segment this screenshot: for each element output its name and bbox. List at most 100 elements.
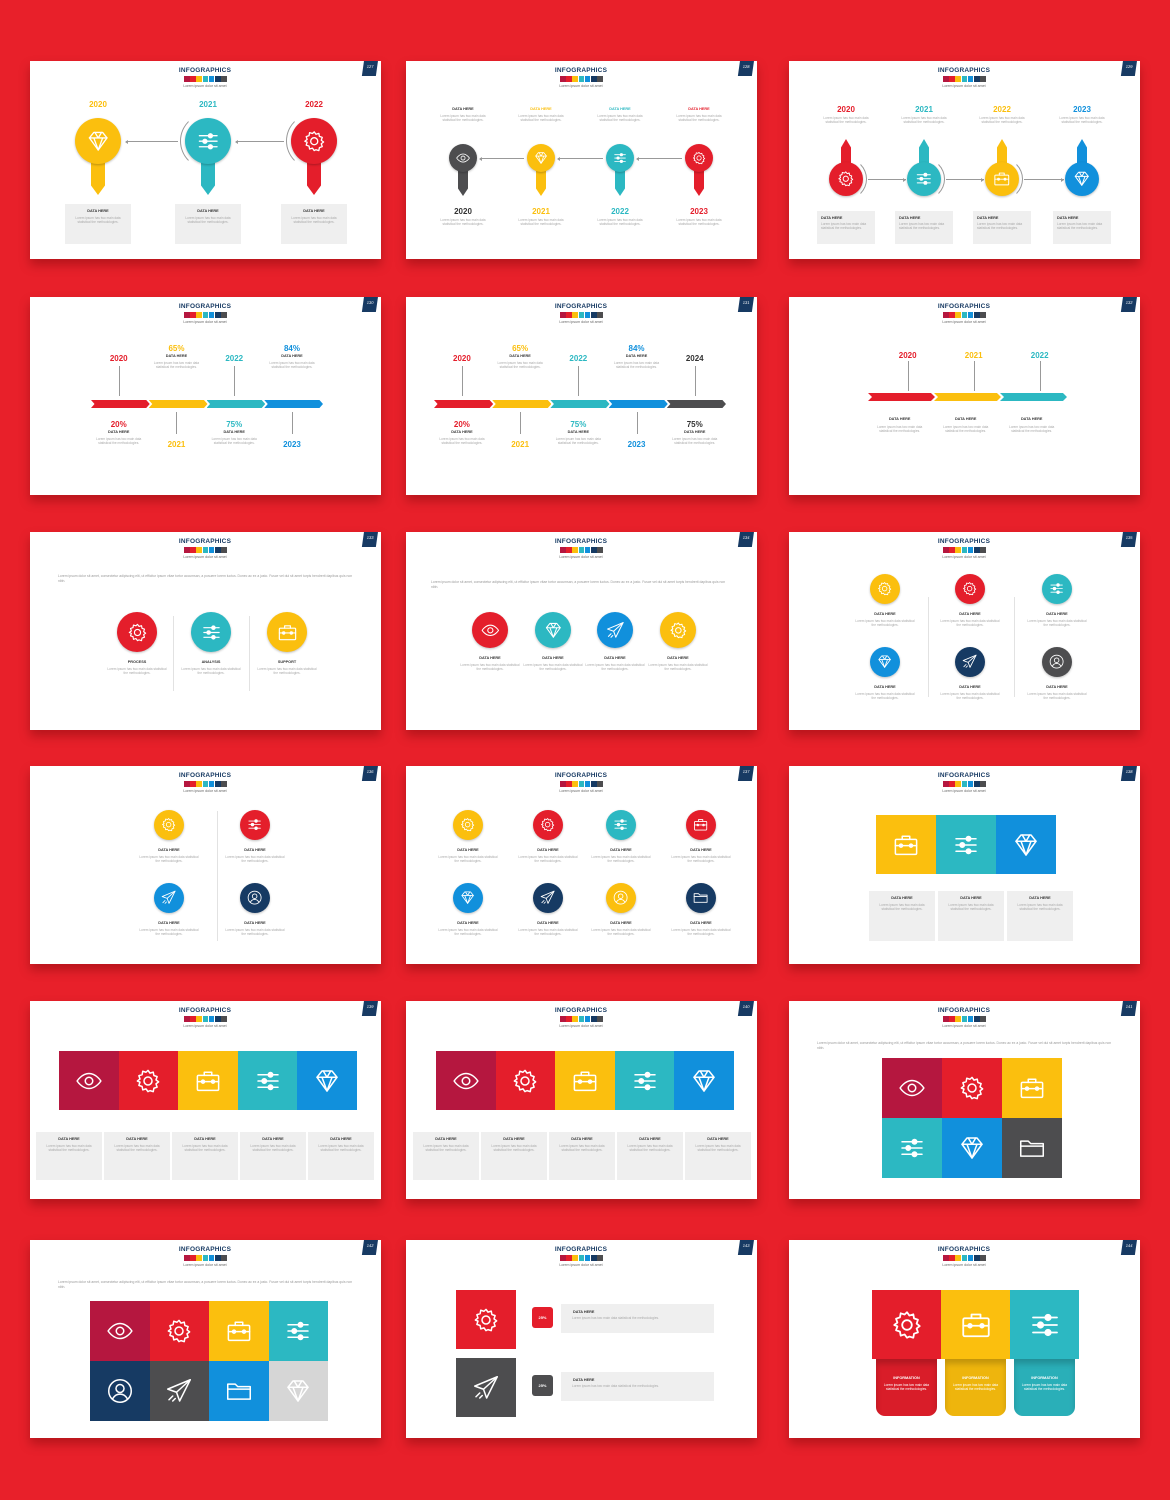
- data-label: DATA HERE: [821, 216, 843, 220]
- color-swatch-yellow: [955, 781, 961, 787]
- color-swatch-teal: [961, 312, 968, 318]
- year-label: 2020: [898, 351, 917, 360]
- timeline-segment: [434, 400, 494, 408]
- data-label: DATA HERE: [194, 1137, 216, 1141]
- color-swatch-navy: [215, 547, 221, 553]
- color-swatch-gray: [980, 1016, 986, 1022]
- slide-138[interactable]: INFOGRAPHICS Lorem ipsum dolor sit amet 13…: [789, 766, 1140, 964]
- color-swatch-crimson: [184, 312, 190, 318]
- arrow-head: [235, 139, 238, 144]
- color-swatch-yellow: [196, 76, 202, 82]
- item-label: DATA HERE: [457, 848, 479, 852]
- slide-number-badge: 131: [737, 297, 755, 312]
- data-description: Lorem ipsum has two main data statistica…: [555, 437, 601, 446]
- data-box: [281, 204, 347, 244]
- slide-137[interactable]: INFOGRAPHICS Lorem ipsum dolor sit amet 13…: [406, 766, 757, 964]
- slide-136[interactable]: INFOGRAPHICS Lorem ipsum dolor sit amet 13…: [30, 766, 381, 964]
- color-swatch-navy: [591, 547, 597, 553]
- item-label: DATA HERE: [1046, 685, 1068, 689]
- item-label: DATA HERE: [457, 921, 479, 925]
- data-box: [1007, 891, 1073, 941]
- icon-tile: [90, 1301, 150, 1361]
- user-icon: [105, 1376, 135, 1406]
- color-swatch-crimson: [560, 1255, 566, 1261]
- color-swatch-blue: [584, 1016, 591, 1022]
- data-box: [973, 211, 1031, 244]
- slide-134[interactable]: INFOGRAPHICS Lorem ipsum dolor sit amet 13…: [406, 532, 757, 730]
- item-label: DATA HERE: [158, 848, 180, 852]
- icon-circle: [291, 118, 337, 164]
- bracket-arc: [825, 158, 867, 200]
- color-swatch-teal: [202, 781, 209, 787]
- data-label: DATA HERE: [197, 209, 219, 213]
- info-tab: [1014, 1358, 1075, 1416]
- data-description: Lorem ipsum has two main data statistica…: [518, 114, 564, 123]
- color-swatch-red: [190, 312, 196, 318]
- item-label: DATA HERE: [874, 612, 896, 616]
- slide-132[interactable]: INFOGRAPHICS Lorem ipsum dolor sit amet 13…: [789, 297, 1140, 495]
- item-label: DATA HERE: [690, 848, 712, 852]
- icon-circle: [240, 883, 270, 913]
- slide-128[interactable]: INFOGRAPHICS Lorem ipsum dolor sit amet 12…: [406, 61, 757, 259]
- bracket-arc: [903, 158, 945, 200]
- data-description: Lorem ipsum has two main data statistica…: [182, 1144, 228, 1153]
- connector-line: [236, 141, 284, 142]
- year-label: 2022: [1030, 351, 1049, 360]
- color-swatch-teal: [202, 312, 209, 318]
- color-swatch-gray: [597, 312, 603, 318]
- pin-stem: [536, 166, 546, 196]
- user-icon: [612, 889, 629, 906]
- slide-129[interactable]: INFOGRAPHICS Lorem ipsum dolor sit amet 12…: [789, 61, 1140, 259]
- color-swatch-crimson: [560, 781, 566, 787]
- slide-139[interactable]: INFOGRAPHICS Lorem ipsum dolor sit amet 13…: [30, 1001, 381, 1199]
- slide-142[interactable]: INFOGRAPHICS Lorem ipsum dolor sit amet 14…: [30, 1240, 381, 1438]
- color-swatch-gray: [597, 547, 603, 553]
- slide-title: INFOGRAPHICS: [554, 1007, 608, 1014]
- briefcase-icon: [570, 1066, 600, 1096]
- slide-127[interactable]: INFOGRAPHICS Lorem ipsum dolor sit amet 12…: [30, 61, 381, 259]
- icon-tile: [149, 1361, 209, 1421]
- slide-number-badge: 137: [737, 766, 755, 781]
- slide-130[interactable]: INFOGRAPHICS Lorem ipsum dolor sit amet 13…: [30, 297, 381, 495]
- sliders-icon: [200, 621, 223, 644]
- slide-133[interactable]: INFOGRAPHICS Lorem ipsum dolor sit amet 13…: [30, 532, 381, 730]
- eye-icon: [897, 1073, 927, 1103]
- color-swatch-gray: [221, 312, 227, 318]
- gear-icon: [539, 816, 556, 833]
- pin-stem: [201, 157, 215, 195]
- diamond-icon: [689, 1066, 719, 1096]
- item-description: Lorem ipsum has two main data statistica…: [591, 928, 651, 937]
- connector-line: [249, 616, 250, 691]
- slide-title: INFOGRAPHICS: [937, 1007, 991, 1014]
- pin-stem: [1077, 139, 1087, 173]
- data-box: [104, 1132, 170, 1180]
- sliders-icon: [246, 816, 263, 833]
- slide-144[interactable]: INFOGRAPHICS Lorem ipsum dolor sit amet 14…: [789, 1240, 1140, 1438]
- slide-title: INFOGRAPHICS: [937, 772, 991, 779]
- data-box: [481, 1132, 547, 1180]
- eye-icon: [451, 1066, 481, 1096]
- color-swatch-red: [949, 1016, 955, 1022]
- data-description: Lorem ipsum has two main data statistica…: [1057, 222, 1103, 231]
- data-label: DATA HERE: [262, 1137, 284, 1141]
- icon-circle: [829, 162, 863, 196]
- color-swatch-teal: [961, 1255, 968, 1261]
- folder-icon: [1017, 1133, 1047, 1163]
- slide-140[interactable]: INFOGRAPHICS Lorem ipsum dolor sit amet 14…: [406, 1001, 757, 1199]
- slide-141[interactable]: INFOGRAPHICS Lorem ipsum dolor sit amet 14…: [789, 1001, 1140, 1199]
- slide-135[interactable]: INFOGRAPHICS Lorem ipsum dolor sit amet 13…: [789, 532, 1140, 730]
- data-description: Lorem ipsum has two main data statistica…: [318, 1144, 364, 1153]
- year-label: 2020: [837, 105, 855, 114]
- slide-title: INFOGRAPHICS: [178, 1007, 232, 1014]
- icon-circle: [660, 612, 696, 648]
- slide-131[interactable]: INFOGRAPHICS Lorem ipsum dolor sit amet 13…: [406, 297, 757, 495]
- icon-tile: [59, 1051, 119, 1110]
- data-description: Lorem ipsum has two main data statistica…: [899, 222, 945, 231]
- slide-143[interactable]: INFOGRAPHICS Lorem ipsum dolor sit amet 14…: [406, 1240, 757, 1438]
- data-description: Lorem ipsum has two main data statistica…: [153, 361, 200, 370]
- item-description: Lorem ipsum has two main data statistica…: [518, 928, 578, 937]
- color-swatch-blue: [584, 781, 591, 787]
- gear-icon: [133, 1066, 163, 1096]
- data-description: Lorem ipsum has two main data statistica…: [269, 361, 315, 370]
- color-swatch-yellow: [955, 547, 961, 553]
